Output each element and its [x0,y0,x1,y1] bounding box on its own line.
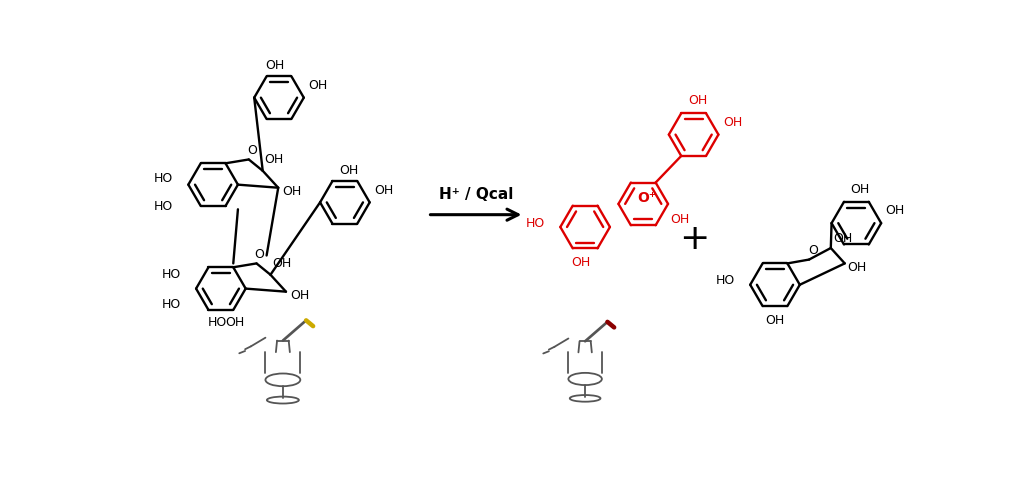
Text: OH: OH [308,79,327,92]
Text: OH: OH [847,261,866,274]
Text: OH: OH [225,316,244,329]
Text: O: O [255,248,265,261]
Text: OH: OH [572,256,591,269]
Text: HO: HO [153,200,173,213]
Text: OH: OH [265,153,284,166]
Text: HO: HO [526,216,545,229]
Text: HO: HO [153,172,173,185]
Text: HO: HO [162,298,181,311]
Text: OH: OH [282,185,302,198]
Text: OH: OH [374,183,393,196]
Text: O⁺: O⁺ [637,191,657,205]
Text: OH: OH [687,94,707,107]
Text: H⁺ / Qcal: H⁺ / Qcal [439,188,514,203]
Text: HO: HO [208,316,227,329]
Text: OH: OH [723,116,742,129]
Text: +: + [679,222,710,256]
Text: OH: OH [266,59,284,72]
Text: OH: OH [340,164,358,177]
Text: OH: OH [291,289,310,302]
Text: HO: HO [162,268,181,281]
Text: OH: OH [833,232,852,245]
Text: OH: OH [851,183,870,196]
Text: HO: HO [715,275,735,288]
Text: O: O [247,144,257,157]
Text: OH: OH [272,257,292,270]
Text: OH: OH [670,213,690,226]
Text: O: O [808,244,818,257]
Text: OH: OH [765,313,785,327]
Text: OH: OH [886,204,904,217]
